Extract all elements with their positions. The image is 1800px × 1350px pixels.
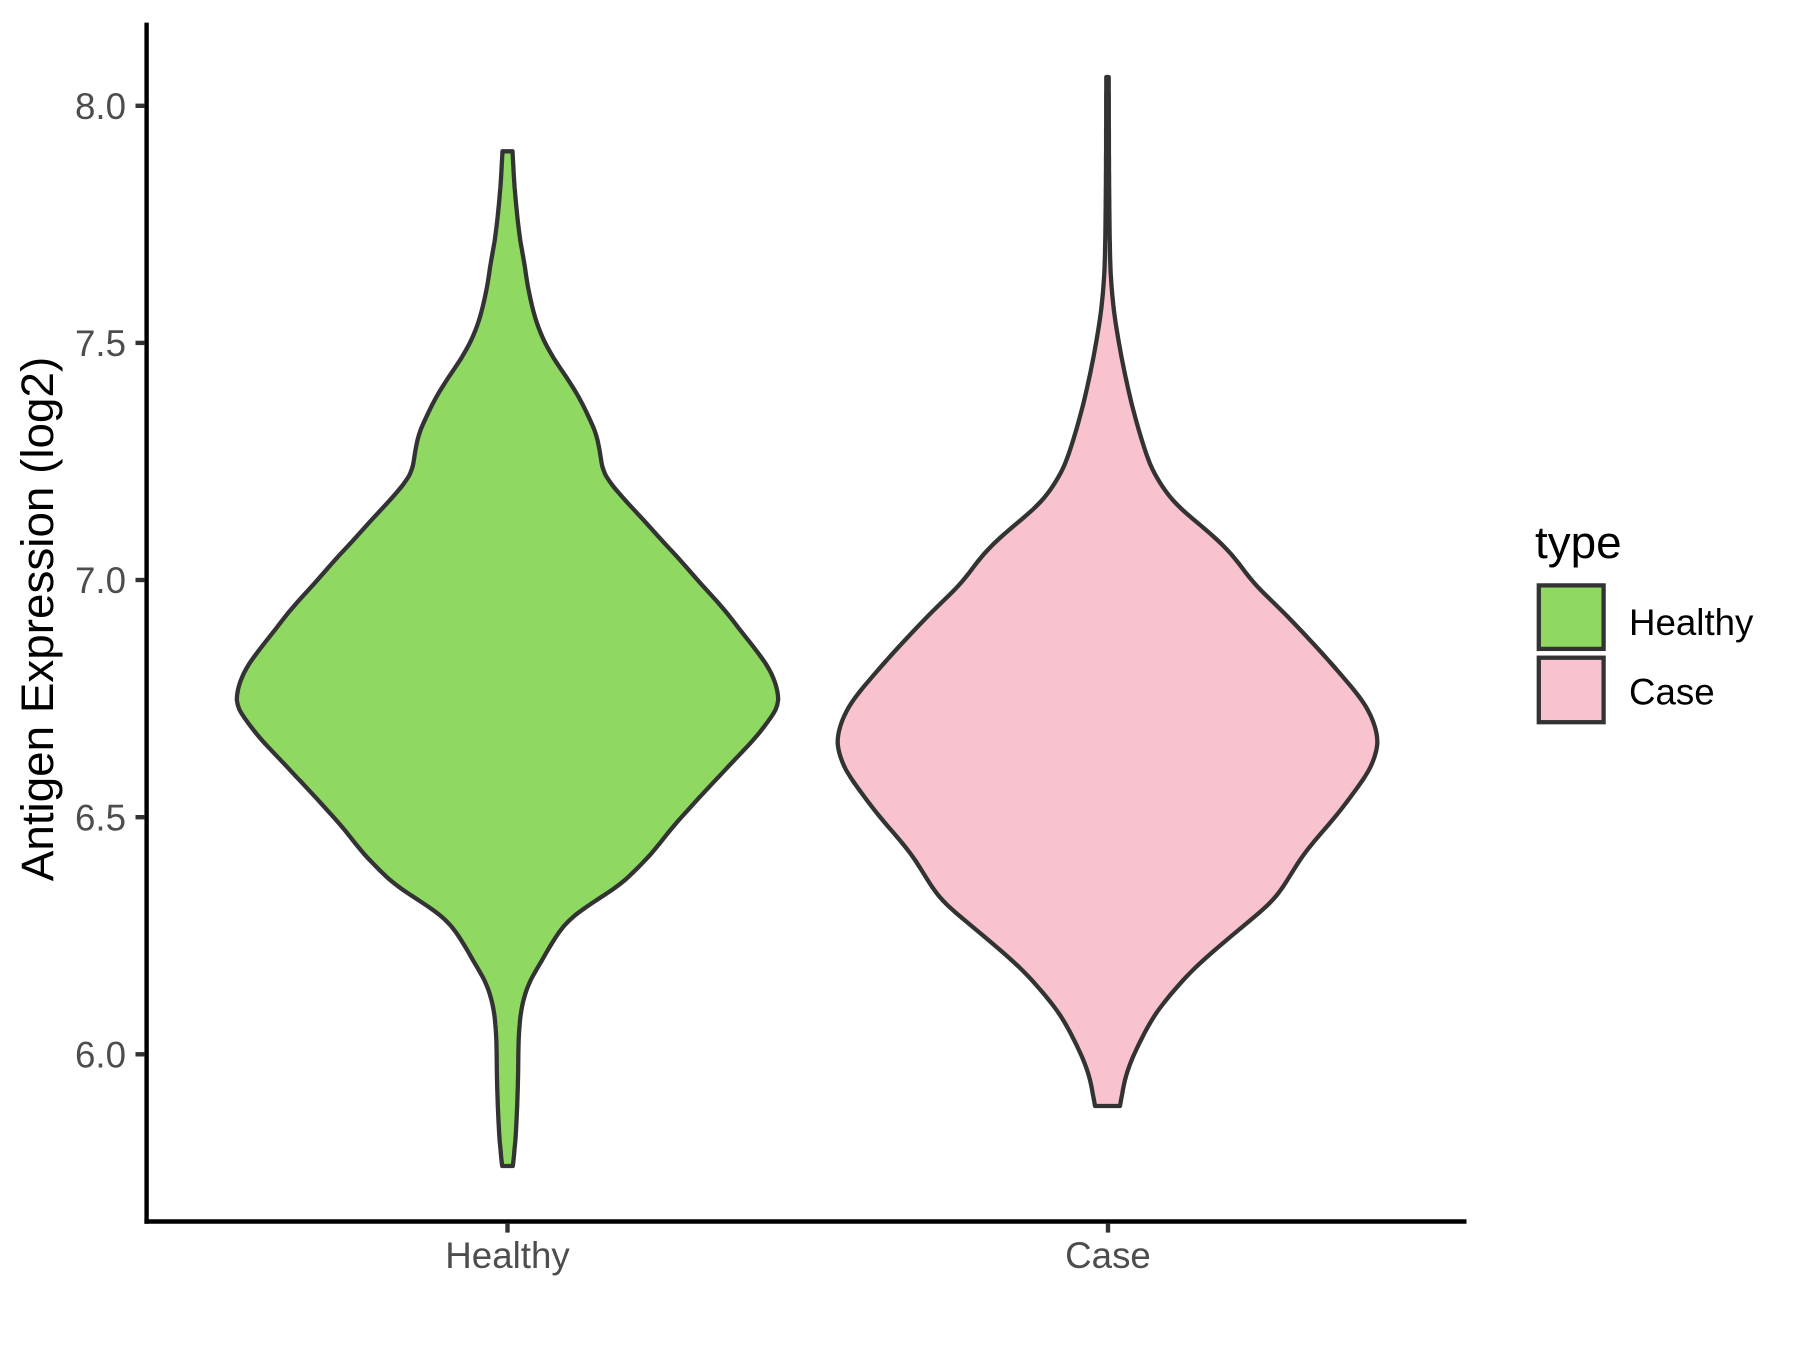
svg-text:7.5: 7.5 <box>75 323 126 364</box>
svg-text:Antigen Expression (log2): Antigen Expression (log2) <box>12 357 63 881</box>
svg-text:Healthy: Healthy <box>445 1235 570 1276</box>
svg-text:8.0: 8.0 <box>75 86 126 127</box>
svg-text:7.0: 7.0 <box>75 560 126 601</box>
svg-text:6.0: 6.0 <box>75 1035 126 1076</box>
svg-text:Healthy: Healthy <box>1629 602 1754 643</box>
svg-text:6.5: 6.5 <box>75 797 126 838</box>
svg-text:type: type <box>1535 517 1622 568</box>
svg-text:Case: Case <box>1065 1235 1151 1276</box>
svg-text:Case: Case <box>1629 672 1715 713</box>
